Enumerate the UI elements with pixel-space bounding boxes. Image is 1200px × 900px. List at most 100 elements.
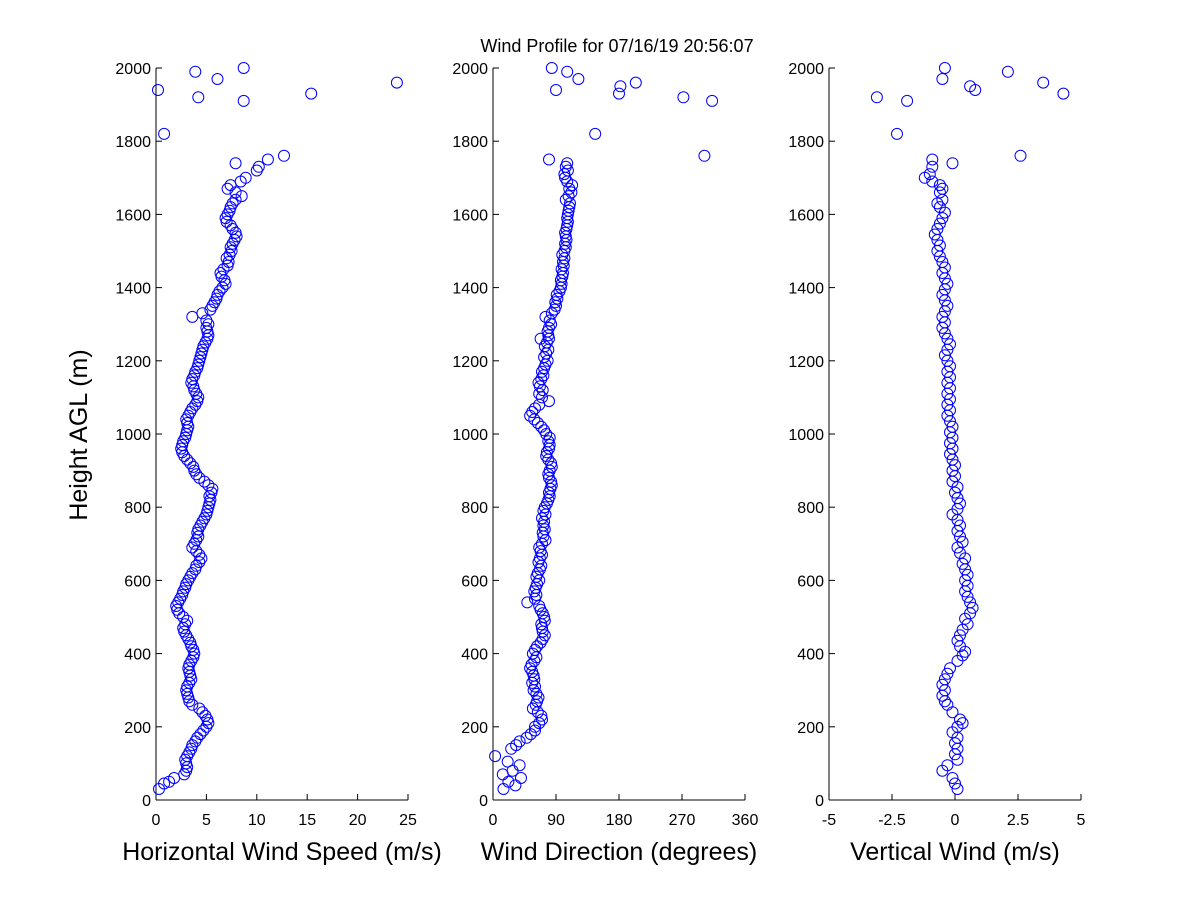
wind-direction-data-point — [529, 720, 541, 733]
wind-direction-data-point — [589, 127, 602, 140]
wind-direction-y-tick-label: 400 — [461, 647, 488, 664]
vertical-wind-data-point — [1001, 65, 1014, 78]
wind-direction-data-point — [677, 91, 690, 104]
wind-direction-data-point — [531, 417, 544, 429]
horizontal-speed-y-tick-label: 200 — [124, 720, 151, 737]
wind-direction-data-point — [561, 157, 574, 170]
vertical-wind-data-point — [938, 62, 951, 74]
vertical-wind-data-point — [870, 91, 883, 104]
vertical-wind-data-point — [931, 223, 944, 235]
vertical-wind-x-tick-label: 5 — [1077, 812, 1086, 829]
horizontal-speed-y-tick-label: 0 — [142, 793, 151, 810]
horizontal-speed-points — [152, 62, 403, 795]
horizontal-speed-data-point — [261, 153, 274, 166]
vertical-wind-y-tick-label: 1800 — [788, 134, 824, 151]
figure-title: Wind Profile for 07/16/19 20:56:07 — [480, 36, 753, 56]
y-axis-label: Height AGL (m) — [65, 349, 93, 520]
horizontal-speed-x-tick-label: 5 — [202, 812, 211, 829]
vertical-wind-points — [870, 62, 1070, 795]
vertical-wind-data-point — [944, 662, 956, 675]
horizontal-speed-data-point — [196, 706, 209, 719]
vertical-wind-data-point — [941, 667, 954, 680]
vertical-wind-data-point — [1057, 87, 1070, 100]
horizontal-speed-x-tick-label: 25 — [399, 812, 417, 829]
wind-direction-y-tick-label: 1000 — [452, 427, 488, 444]
wind-direction-x-tick-label: 270 — [669, 812, 696, 829]
wind-direction-data-point — [542, 329, 555, 342]
horizontal-speed-y-tick-label: 400 — [124, 647, 151, 664]
wind-direction-data-point — [526, 702, 539, 715]
vertical-wind-panel: 0 200 400 600 800 1000 1200 1400 1600 1800 2000 -5 -… — [788, 61, 1085, 866]
horizontal-speed-data-point — [193, 548, 206, 561]
vertical-wind-data-point — [936, 256, 949, 268]
vertical-wind-data-point — [946, 157, 959, 170]
horizontal-speed-x-tick-label: 10 — [248, 812, 266, 829]
wind-direction-data-point — [539, 310, 552, 323]
wind-direction-data-point — [524, 728, 537, 741]
wind-direction-data-point — [613, 87, 625, 100]
wind-direction-data-point — [529, 402, 541, 415]
horizontal-speed-data-point — [278, 149, 290, 162]
vertical-wind-data-point — [1037, 76, 1050, 89]
vertical-wind-data-point — [901, 94, 914, 107]
vertical-wind-data-point — [941, 759, 954, 772]
vertical-wind-data-point — [954, 519, 966, 532]
vertical-wind-data-point — [944, 360, 956, 373]
horizontal-speed-data-point — [235, 190, 248, 203]
wind-direction-x-tick-label: 90 — [547, 812, 565, 829]
vertical-wind-y-tick-label: 1200 — [788, 354, 824, 371]
horizontal-speed-data-point — [191, 731, 204, 744]
vertical-wind-data-point — [954, 713, 966, 726]
wind-direction-data-point — [501, 755, 514, 768]
vertical-wind-data-point — [941, 332, 954, 345]
wind-direction-data-point — [572, 73, 585, 85]
wind-direction-data-point — [536, 607, 549, 620]
vertical-wind-x-tick-label: -2.5 — [878, 812, 906, 829]
vertical-wind-data-point — [964, 596, 977, 609]
wind-direction-y-tick-label: 1200 — [452, 354, 488, 371]
vertical-wind-data-point — [933, 186, 946, 199]
wind-direction-y-tick-label: 600 — [461, 573, 488, 590]
vertical-wind-data-point — [956, 649, 969, 662]
wind-direction-data-point — [565, 186, 578, 199]
horizontal-speed-y-tick-label: 1000 — [115, 427, 151, 444]
horizontal-speed-data-point — [158, 127, 171, 140]
vertical-wind-data-point — [936, 288, 949, 301]
horizontal-speed-data-point — [202, 479, 215, 492]
vertical-wind-data-point — [951, 634, 964, 647]
horizontal-speed-data-point — [194, 728, 207, 741]
horizontal-speed-y-tick-label: 1400 — [115, 281, 151, 298]
horizontal-speed-data-point — [196, 307, 209, 320]
horizontal-speed-data-point — [199, 709, 212, 722]
wind-direction-x-axis-label: Wind Direction (degrees) — [481, 838, 758, 866]
vertical-wind-data-point — [891, 127, 903, 140]
horizontal-speed-data-point — [221, 182, 234, 195]
wind-direction-data-point — [528, 673, 541, 686]
wind-direction-data-point — [562, 190, 575, 203]
wind-direction-y-tick-label: 1800 — [452, 134, 488, 151]
vertical-wind-data-point — [966, 601, 979, 614]
wind-direction-data-point — [533, 541, 546, 554]
wind-direction-data-point — [543, 395, 555, 408]
vertical-wind-data-point — [949, 777, 961, 790]
wind-direction-data-point — [543, 314, 556, 327]
vertical-wind-data-point — [926, 153, 939, 166]
vertical-wind-data-point — [923, 168, 936, 181]
wind-direction-data-point — [489, 750, 502, 763]
wind-direction-data-point — [558, 168, 571, 181]
horizontal-speed-data-point — [158, 777, 171, 790]
wind-direction-data-point — [563, 182, 576, 195]
horizontal-speed-data-point — [186, 567, 199, 580]
wind-direction-data-point — [549, 296, 562, 309]
wind-direction-data-point — [550, 84, 562, 96]
horizontal-speed-data-point — [206, 482, 219, 495]
horizontal-speed-panel: 0 200 400 600 800 1000 1200 1400 1600 1800 2000 0 5 1… — [115, 61, 441, 866]
vertical-wind-data-point — [936, 678, 949, 691]
wind-direction-data-point — [534, 332, 547, 345]
vertical-wind-data-point — [941, 299, 954, 312]
vertical-wind-data-point — [933, 239, 946, 252]
vertical-wind-data-point — [926, 175, 939, 188]
vertical-wind-x-axis-label: Vertical Wind (m/s) — [850, 838, 1060, 866]
